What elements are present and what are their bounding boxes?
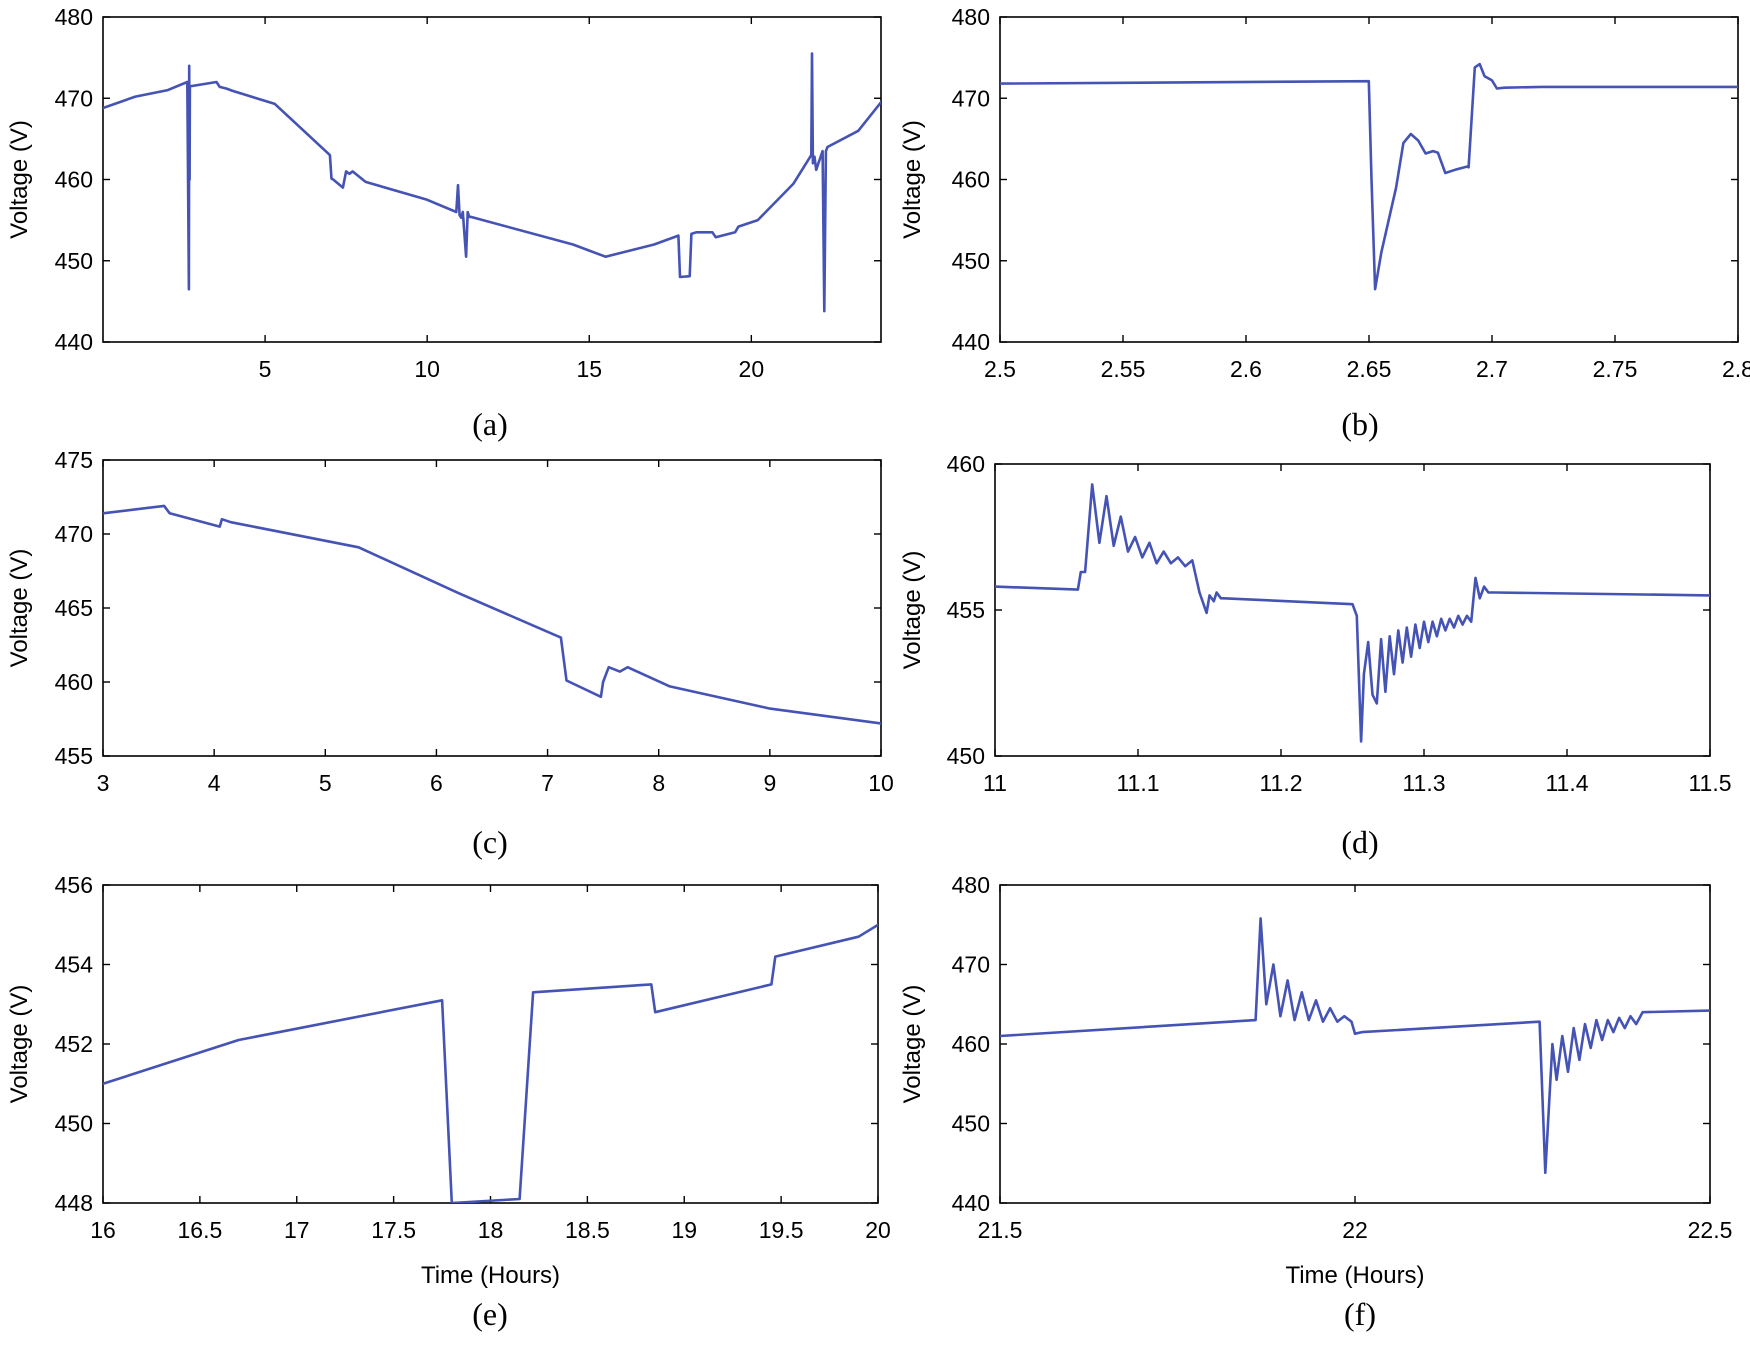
y-axis-label: Voltage (V) [899,120,926,239]
x-tick-label: 2.75 [1593,356,1638,382]
x-tick-label: 5 [259,356,272,382]
x-tick-label: 2.8 [1722,356,1750,382]
y-tick-label: 460 [952,167,990,193]
x-tick-label: 5 [319,770,332,796]
plot-frame-a [102,16,882,343]
x-tick-label: 19.5 [759,1217,804,1243]
panel-caption: (b) [1341,406,1378,442]
y-axis-label: Voltage (V) [899,551,926,670]
y-tick-label: 470 [952,85,990,111]
x-tick-label: 16.5 [177,1217,222,1243]
x-tick-label: 20 [865,1217,891,1243]
x-tick-label: 17.5 [371,1217,416,1243]
y-tick-label: 475 [55,447,93,473]
y-axis-label: Voltage (V) [6,549,33,668]
y-tick-label: 460 [55,669,93,695]
x-tick-label: 10 [414,356,440,382]
y-tick-label: 452 [55,1031,93,1057]
y-tick-label: 456 [55,872,93,898]
panel-b: 440 450 460 470 480 2.5 2.55 2.6 2.65 2.7 2.75 2.8 V… [899,4,1750,442]
x-tick-label: 11.1 [1116,770,1159,796]
x-tick-label: 21.5 [978,1217,1023,1243]
voltage-series-line [1000,62,1738,291]
x-tick-label: 18.5 [565,1217,610,1243]
y-tick-label: 480 [952,4,990,30]
y-tick-label: 470 [952,952,990,978]
plot-frame-b [999,16,1739,343]
plot-frame-e [102,884,879,1204]
panel-caption: (a) [472,406,508,442]
x-tick-label: 4 [208,770,221,796]
y-tick-label: 454 [55,952,94,978]
x-tick-label: 7 [541,770,554,796]
y-axis-label: Voltage (V) [6,985,33,1104]
x-tick-label: 2.65 [1347,356,1392,382]
panel-d: 450 455 460 11 11.1 11.2 11.3 11.4 11.5 Voltage (… [899,451,1732,860]
y-tick-label: 455 [55,743,93,769]
x-tick-label: 11.2 [1259,770,1302,796]
y-tick-label: 450 [947,743,985,769]
panel-caption: (c) [472,824,508,860]
y-tick-label: 440 [952,329,990,355]
x-tick-label: 11.5 [1688,770,1731,796]
x-tick-label: 3 [97,770,110,796]
y-tick-label: 480 [952,872,990,898]
x-tick-label: 10 [868,770,894,796]
y-tick-label: 460 [952,1031,990,1057]
voltage-series-line [1000,917,1710,1175]
x-tick-label: 22 [1342,1217,1368,1243]
y-tick-label: 440 [55,329,93,355]
y-tick-label: 460 [947,451,985,477]
x-tick-label: 8 [652,770,665,796]
y-axis-label: Voltage (V) [6,120,33,239]
x-tick-label: 15 [576,356,602,382]
plot-frame-f [999,884,1711,1204]
x-tick-label: 11.3 [1402,770,1445,796]
voltage-series-line [103,504,881,725]
x-axis-label: Time (Hours) [421,1262,560,1289]
y-tick-label: 455 [947,597,985,623]
panel-caption: (e) [472,1296,508,1332]
y-tick-label: 448 [55,1190,93,1216]
x-tick-label: 18 [478,1217,504,1243]
x-tick-label: 2.55 [1101,356,1146,382]
x-tick-label: 6 [430,770,443,796]
y-tick-label: 450 [55,1111,93,1137]
panel-e: 448 450 452 454 456 16 16.5 17 17.5 18 18.5 19 19.5 2… [6,872,891,1332]
voltage-series-line [103,923,878,1203]
voltage-series-line [103,52,881,313]
y-tick-label: 440 [952,1190,990,1216]
x-tick-label: 19 [671,1217,697,1243]
panel-caption: (f) [1344,1296,1376,1332]
plot-frame-d [994,463,1711,757]
x-tick-label: 17 [284,1217,310,1243]
x-tick-label: 11 [983,770,1007,796]
y-tick-label: 450 [952,1111,990,1137]
x-tick-label: 11.4 [1545,770,1588,796]
panel-caption: (d) [1341,824,1378,860]
panel-f: 440 450 460 470 480 21.5 22 22.5 Voltage (V) Time… [899,872,1732,1332]
panel-c: 455 460 465 470 475 3 4 5 6 7 8 9 10 Voltage (V) (c) [6,447,894,860]
y-tick-label: 470 [55,521,93,547]
x-tick-label: 2.7 [1476,356,1508,382]
x-tick-label: 2.6 [1230,356,1262,382]
y-axis-label: Voltage (V) [899,985,926,1104]
x-tick-label: 20 [739,356,765,382]
x-tick-label: 9 [763,770,776,796]
voltage-series-line [995,483,1710,743]
y-tick-label: 460 [55,167,93,193]
x-tick-label: 2.5 [984,356,1016,382]
y-tick-label: 450 [952,248,990,274]
x-tick-label: 16 [90,1217,116,1243]
y-tick-label: 465 [55,595,93,621]
y-tick-label: 470 [55,85,93,111]
y-tick-label: 450 [55,248,93,274]
x-axis-label: Time (Hours) [1285,1262,1424,1289]
panel-a: 440 450 460 470 480 5 10 15 20 Voltage (V) (a) [6,4,882,442]
x-tick-label: 22.5 [1688,1217,1733,1243]
y-tick-label: 480 [55,4,93,30]
